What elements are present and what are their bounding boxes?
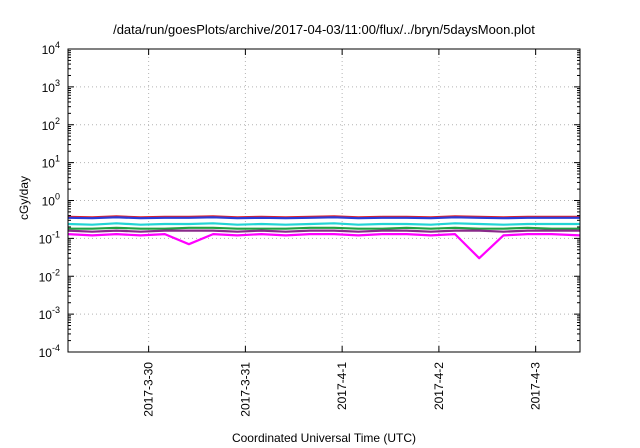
x-tick-label: 2017-3-30	[142, 362, 156, 417]
gridlines	[68, 49, 580, 352]
y-tick-label: 10-2	[39, 267, 60, 284]
series-line-5	[67, 229, 580, 233]
series-line-3	[67, 222, 580, 226]
y-tick-label: 10-1	[39, 229, 60, 246]
series-line-6	[67, 233, 581, 260]
x-axis-label: Coordinated Universal Time (UTC)	[232, 431, 416, 445]
chart-title: /data/run/goesPlots/archive/2017-04-03/1…	[113, 22, 535, 37]
x-tick-label: 2017-3-31	[238, 362, 252, 417]
y-tick-label: 10-3	[39, 305, 60, 322]
y-tick-labels: 10-4 10-3 10-2 10-1 100 101 102 103 104	[39, 40, 60, 360]
y-tick-label: 104	[42, 40, 60, 57]
x-tick-label: 2017-4-3	[529, 362, 543, 410]
y-tick-label: 10-4	[39, 343, 60, 360]
y-axis-label: cGy/day	[17, 176, 31, 220]
y-tick-label: 101	[42, 154, 60, 171]
x-tick-labels: 2017-3-30 2017-3-31 2017-4-1 2017-4-2 2017-4…	[142, 362, 543, 417]
series-line-4	[68, 226, 580, 230]
x-tick-label: 2017-4-2	[432, 362, 446, 410]
series-layer	[67, 215, 581, 260]
series-line-2	[67, 216, 580, 220]
x-tick-label: 2017-4-1	[335, 362, 349, 410]
y-tick-label: 103	[42, 78, 60, 95]
axis-ticks	[68, 48, 580, 353]
y-tick-label: 102	[42, 116, 60, 133]
y-tick-label: 100	[42, 192, 60, 209]
